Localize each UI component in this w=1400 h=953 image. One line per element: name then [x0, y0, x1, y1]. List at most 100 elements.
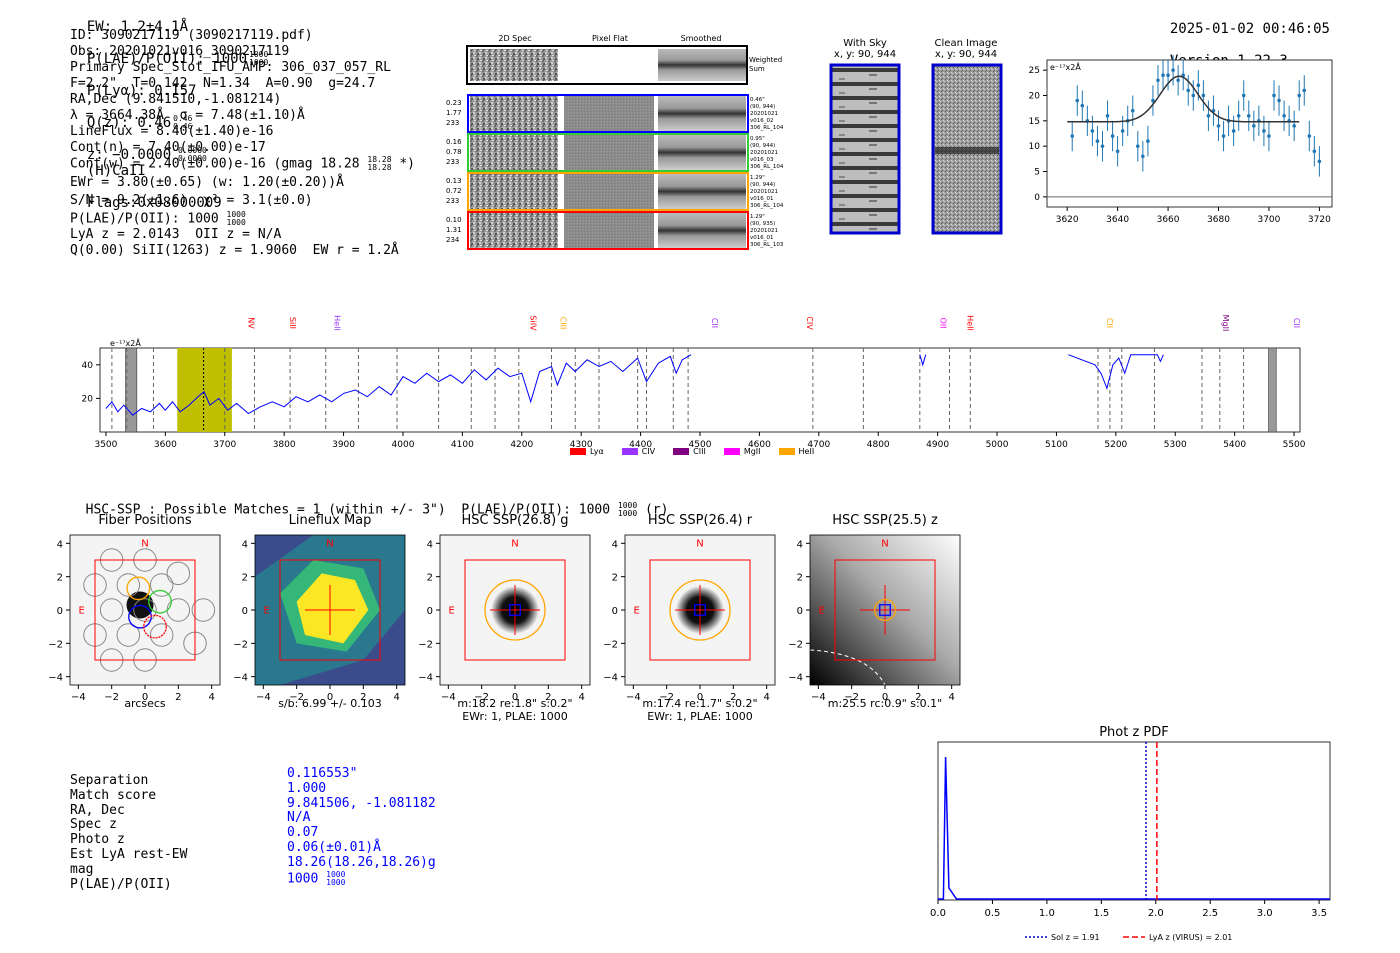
- fit-point-marker: [1307, 134, 1312, 138]
- fit-data-point: [1095, 125, 1100, 157]
- aperture-circle: [873, 598, 897, 622]
- info-lineflux: LineFlux = 8.40(±1.40)e-16: [70, 124, 274, 139]
- spec-highlight-band: [177, 348, 232, 432]
- fit-axes-frame: [1046, 59, 1333, 208]
- fit-data-point: [1307, 120, 1312, 152]
- hsc-panel-image: N E −4 −4 −2 −2 0 0 2 2 4 4: [48, 534, 221, 703]
- search-box: [649, 559, 751, 661]
- fit-point-marker: [1130, 108, 1135, 113]
- fit-data-point: [1100, 130, 1105, 162]
- fit-data-point: [1206, 100, 1211, 131]
- fiber-2d-spec: [470, 213, 558, 248]
- fit-ytick-label: 5: [1034, 168, 1040, 178]
- hsc-ytick-label: 4: [612, 539, 618, 550]
- fit-point-marker: [1196, 83, 1201, 88]
- fiber-smoothed: [658, 213, 746, 248]
- fit-point-marker: [1272, 93, 1276, 98]
- search-box: [464, 559, 566, 661]
- hsc-panel-caption: s/b: 6.99 +/- 0.103: [278, 697, 382, 710]
- hsc-ytick-label: −4: [48, 673, 63, 684]
- fit-data-point: [1161, 60, 1165, 91]
- target-square: [879, 604, 891, 616]
- hsc-xtick-label: 0: [512, 692, 518, 703]
- match-label-specz: Spec z: [70, 817, 117, 833]
- hsc-panel-caption: m:25.5 rc:0.9" s:0.1": [827, 697, 943, 710]
- search-box: [94, 559, 196, 661]
- fit-data-point: [1070, 120, 1075, 152]
- hsc-ytick-label: −2: [418, 639, 433, 650]
- fit-point-marker: [1110, 134, 1115, 138]
- clean-image-xy: x, y: 90, 944: [934, 49, 998, 60]
- fiber-stat: 0.10: [446, 216, 462, 224]
- legend-swatch: [778, 448, 795, 455]
- spec-flux-line: [105, 354, 1164, 416]
- fit-point-marker: [1135, 144, 1140, 148]
- info-obs: Obs: 20201021v016_3090217119: [70, 44, 290, 59]
- weighted-sum-row: Weighted Sum: [466, 45, 782, 85]
- fiber-stat: 233: [446, 197, 459, 205]
- hsc-ytick-label: 0: [427, 606, 433, 617]
- fiber-circle: [191, 598, 216, 622]
- hsc-ytick-label: −4: [418, 673, 433, 684]
- spec-xtick-label: 3600: [154, 440, 177, 450]
- fit-data-point: [1297, 80, 1302, 111]
- hsc-ytick-label: −2: [603, 639, 618, 650]
- fit-ytick-label: 25: [1029, 66, 1040, 76]
- header-ew: EW: 1.2±4.1Å: [86, 19, 189, 35]
- spec-line-id: CII: [710, 318, 719, 328]
- fit-data-point: [1252, 110, 1256, 142]
- hsc-xtick-label: −4: [71, 692, 86, 703]
- fit-point-marker: [1282, 113, 1286, 118]
- spec-masked-band: [125, 347, 138, 433]
- compass-e: E: [634, 605, 640, 616]
- hsc-panel: HSC SSP(25.5) z N E −4 −4 −2 −2 0 0 2 2 4 4 m:25.5 rc…: [785, 512, 965, 727]
- fit-point-marker: [1302, 88, 1307, 93]
- hsc-ytick-label: 0: [57, 606, 63, 617]
- fit-data-point: [1130, 95, 1135, 126]
- fiber-circle-orange: [126, 576, 151, 601]
- match-value-score: 1.000: [287, 780, 327, 796]
- hsc-xtick-label: −2: [844, 692, 859, 703]
- spec-line-id: CII: [1292, 318, 1301, 328]
- hsc-xtick-label: 0: [882, 692, 888, 703]
- legend-item: CIII: [673, 447, 706, 456]
- fiber-stat: 233: [446, 158, 459, 166]
- pdf-xtick-label: 0.0: [930, 908, 946, 919]
- fit-point-marker: [1100, 144, 1105, 148]
- hsc-ytick-label: 0: [612, 606, 618, 617]
- info-sn: S/N = 9.2(±1.6) χ² = 3.1(±0.0): [70, 192, 313, 208]
- fit-xtick-label: 3720: [1308, 215, 1331, 225]
- hsc-summary-sup: 1000: [617, 501, 638, 510]
- fit-data-point: [1246, 100, 1251, 131]
- fit-data-point: [1181, 60, 1185, 91]
- spec-xtick-label: 4400: [629, 440, 652, 450]
- pdf-xtick-label: 1.5: [1093, 908, 1109, 919]
- fit-point-marker: [1095, 139, 1100, 143]
- fiber-meta: v016_03: [750, 157, 774, 163]
- info-plae-text: P(LAE)/P(OII): 1000: [70, 211, 227, 226]
- hsc-ytick-label: 2: [797, 573, 803, 584]
- spec-line-id: SiII: [288, 317, 297, 329]
- fiber-stat: 1.31: [446, 226, 462, 234]
- fiber-pixel-flat: [564, 213, 654, 248]
- fit-point-marker: [1236, 113, 1241, 118]
- info-fiber-params: F=2.2" T=0.142 N=1.34 A=0.90 g=24.7: [70, 76, 376, 91]
- hsc-ytick-label: 4: [242, 539, 248, 550]
- fit-data-point: [1262, 115, 1266, 147]
- header-plae: P(LAE)/P(OII): 1000: [86, 51, 248, 67]
- hsc-xtick-label: 4: [208, 692, 214, 703]
- fiber-smoothed: [658, 135, 746, 170]
- search-box: [279, 559, 381, 661]
- fiber-meta: v016_01: [750, 235, 774, 241]
- match-value-photoz: 0.07: [287, 825, 319, 841]
- hsc-summary-sub: 1000: [617, 509, 638, 518]
- fit-point-marker: [1105, 113, 1110, 118]
- fit-data-point: [1141, 141, 1145, 172]
- pdf-xtick-label: 0.5: [984, 908, 1000, 919]
- spec-line-id: HeII: [965, 315, 974, 331]
- compass-n: N: [141, 539, 148, 550]
- with-sky-image: [829, 63, 901, 235]
- pdf-title: Phot z PDF: [1099, 725, 1169, 740]
- info-plae: P(LAE)/P(OII): 1000 1000 1000: [70, 209, 415, 228]
- info-plae-sup: 1000: [226, 209, 246, 219]
